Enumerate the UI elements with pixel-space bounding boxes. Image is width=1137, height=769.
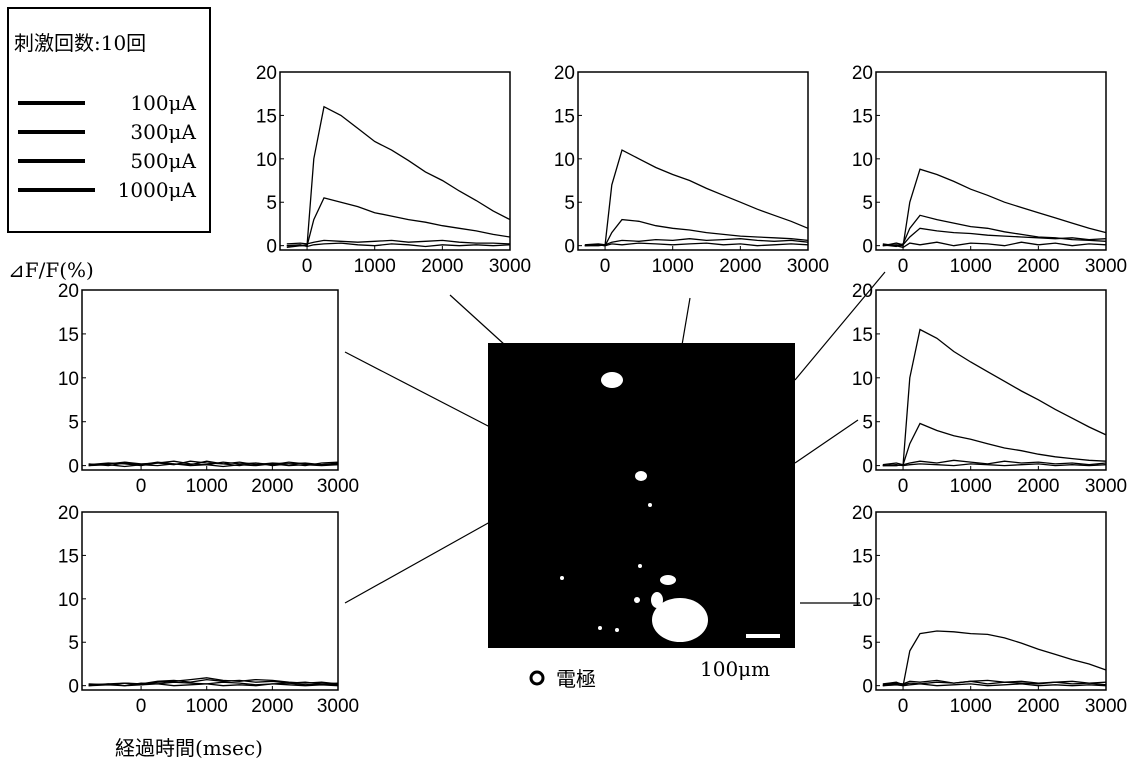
x-tick-label: 2000 [1017, 476, 1059, 497]
x-axis-label: 経過時間(msec) [115, 736, 263, 760]
figure: 刺激回数:10回 100μA 300μA 500μA 1000μA ⊿F/F(%) 経… [0, 0, 1137, 765]
x-tick-label: 0 [302, 256, 313, 277]
x-tick-label: 0 [898, 256, 909, 277]
plot-frame [82, 512, 338, 690]
panel: 0 5 10 15 20 0 1000 2000 3000 [852, 503, 1127, 717]
x-tick-label: 1000 [652, 256, 694, 277]
y-tick-label: 20 [58, 281, 79, 302]
panel: 0 5 10 15 20 0 1000 2000 3000 [58, 503, 359, 717]
y-tick-label: 5 [862, 413, 873, 434]
y-tick-label: 0 [68, 677, 79, 698]
y-tick-label: 20 [58, 503, 79, 524]
y-tick-label: 5 [862, 633, 873, 654]
y-tick-label: 15 [852, 106, 873, 127]
x-tick-label: 0 [600, 256, 611, 277]
y-tick-label: 10 [554, 150, 575, 171]
y-tick-label: 20 [852, 503, 873, 524]
y-tick-label: 15 [554, 106, 575, 127]
plot-frame [876, 512, 1106, 690]
y-tick-label: 20 [256, 63, 277, 84]
legend-label: 300μA [130, 120, 196, 144]
y-tick-label: 0 [862, 457, 873, 478]
y-tick-label: 20 [852, 281, 873, 302]
plot-frame [280, 72, 510, 250]
y-tick-label: 10 [256, 150, 277, 171]
y-tick-label: 5 [862, 193, 873, 214]
y-tick-label: 10 [852, 590, 873, 611]
electrode-label: 電極 [556, 667, 596, 691]
y-tick-label: 15 [256, 106, 277, 127]
x-tick-label: 0 [136, 476, 147, 497]
x-tick-label: 3000 [317, 476, 359, 497]
panel: 0 5 10 15 20 0 1000 2000 3000 [852, 281, 1127, 497]
x-tick-label: 1000 [950, 256, 992, 277]
x-tick-label: 2000 [251, 696, 293, 717]
x-tick-label: 1000 [354, 256, 396, 277]
x-tick-label: 2000 [1017, 696, 1059, 717]
y-tick-label: 0 [266, 237, 277, 258]
x-tick-label: 1000 [950, 696, 992, 717]
y-tick-label: 20 [852, 63, 873, 84]
electrode-marker [531, 672, 543, 684]
y-tick-label: 0 [862, 237, 873, 258]
x-tick-label: 1000 [950, 476, 992, 497]
x-tick-label: 0 [136, 696, 147, 717]
x-tick-label: 3000 [1085, 696, 1127, 717]
x-tick-label: 3000 [787, 256, 829, 277]
legend-label: 1000μA [118, 178, 197, 202]
y-tick-label: 20 [554, 63, 575, 84]
x-tick-label: 2000 [1017, 256, 1059, 277]
y-tick-label: 15 [852, 546, 873, 567]
scale-label: 100μm [700, 657, 770, 681]
y-tick-label: 5 [266, 193, 277, 214]
y-tick-label: 15 [58, 325, 79, 346]
panel: 0 5 10 15 20 0 1000 2000 3000 [58, 281, 359, 497]
x-tick-label: 2000 [421, 256, 463, 277]
legend-label: 500μA [130, 149, 196, 173]
y-tick-label: 0 [862, 677, 873, 698]
panel: 0 5 10 15 20 0 1000 2000 3000 [554, 63, 829, 277]
y-tick-label: 10 [852, 369, 873, 390]
y-tick-label: 15 [852, 325, 873, 346]
legend-label: 100μA [130, 91, 196, 115]
micrograph [488, 343, 795, 648]
panel: 0 5 10 15 20 0 1000 2000 3000 [852, 63, 1127, 277]
plot-frame [578, 72, 808, 250]
y-axis-label: ⊿F/F(%) [8, 258, 94, 282]
x-tick-label: 3000 [1085, 256, 1127, 277]
panel: 0 5 10 15 20 0 1000 2000 3000 [256, 63, 531, 277]
plot-frame [82, 290, 338, 470]
x-tick-label: 3000 [1085, 476, 1127, 497]
x-tick-label: 0 [898, 476, 909, 497]
y-tick-label: 5 [564, 193, 575, 214]
y-tick-label: 10 [852, 150, 873, 171]
x-tick-label: 2000 [719, 256, 761, 277]
y-tick-label: 5 [68, 633, 79, 654]
x-tick-label: 1000 [186, 696, 228, 717]
x-tick-label: 3000 [489, 256, 531, 277]
y-tick-label: 10 [58, 369, 79, 390]
y-tick-label: 10 [58, 590, 79, 611]
x-tick-label: 3000 [317, 696, 359, 717]
y-tick-label: 15 [58, 546, 79, 567]
y-tick-label: 0 [68, 457, 79, 478]
x-tick-label: 0 [898, 696, 909, 717]
page: 刺激回数:10回 100μA 300μA 500μA 1000μA ⊿F/F(%) 経… [0, 0, 1137, 765]
y-tick-label: 5 [68, 413, 79, 434]
x-tick-label: 2000 [251, 476, 293, 497]
y-tick-label: 0 [564, 237, 575, 258]
legend-title: 刺激回数:10回 [14, 31, 146, 55]
x-tick-label: 1000 [186, 476, 228, 497]
